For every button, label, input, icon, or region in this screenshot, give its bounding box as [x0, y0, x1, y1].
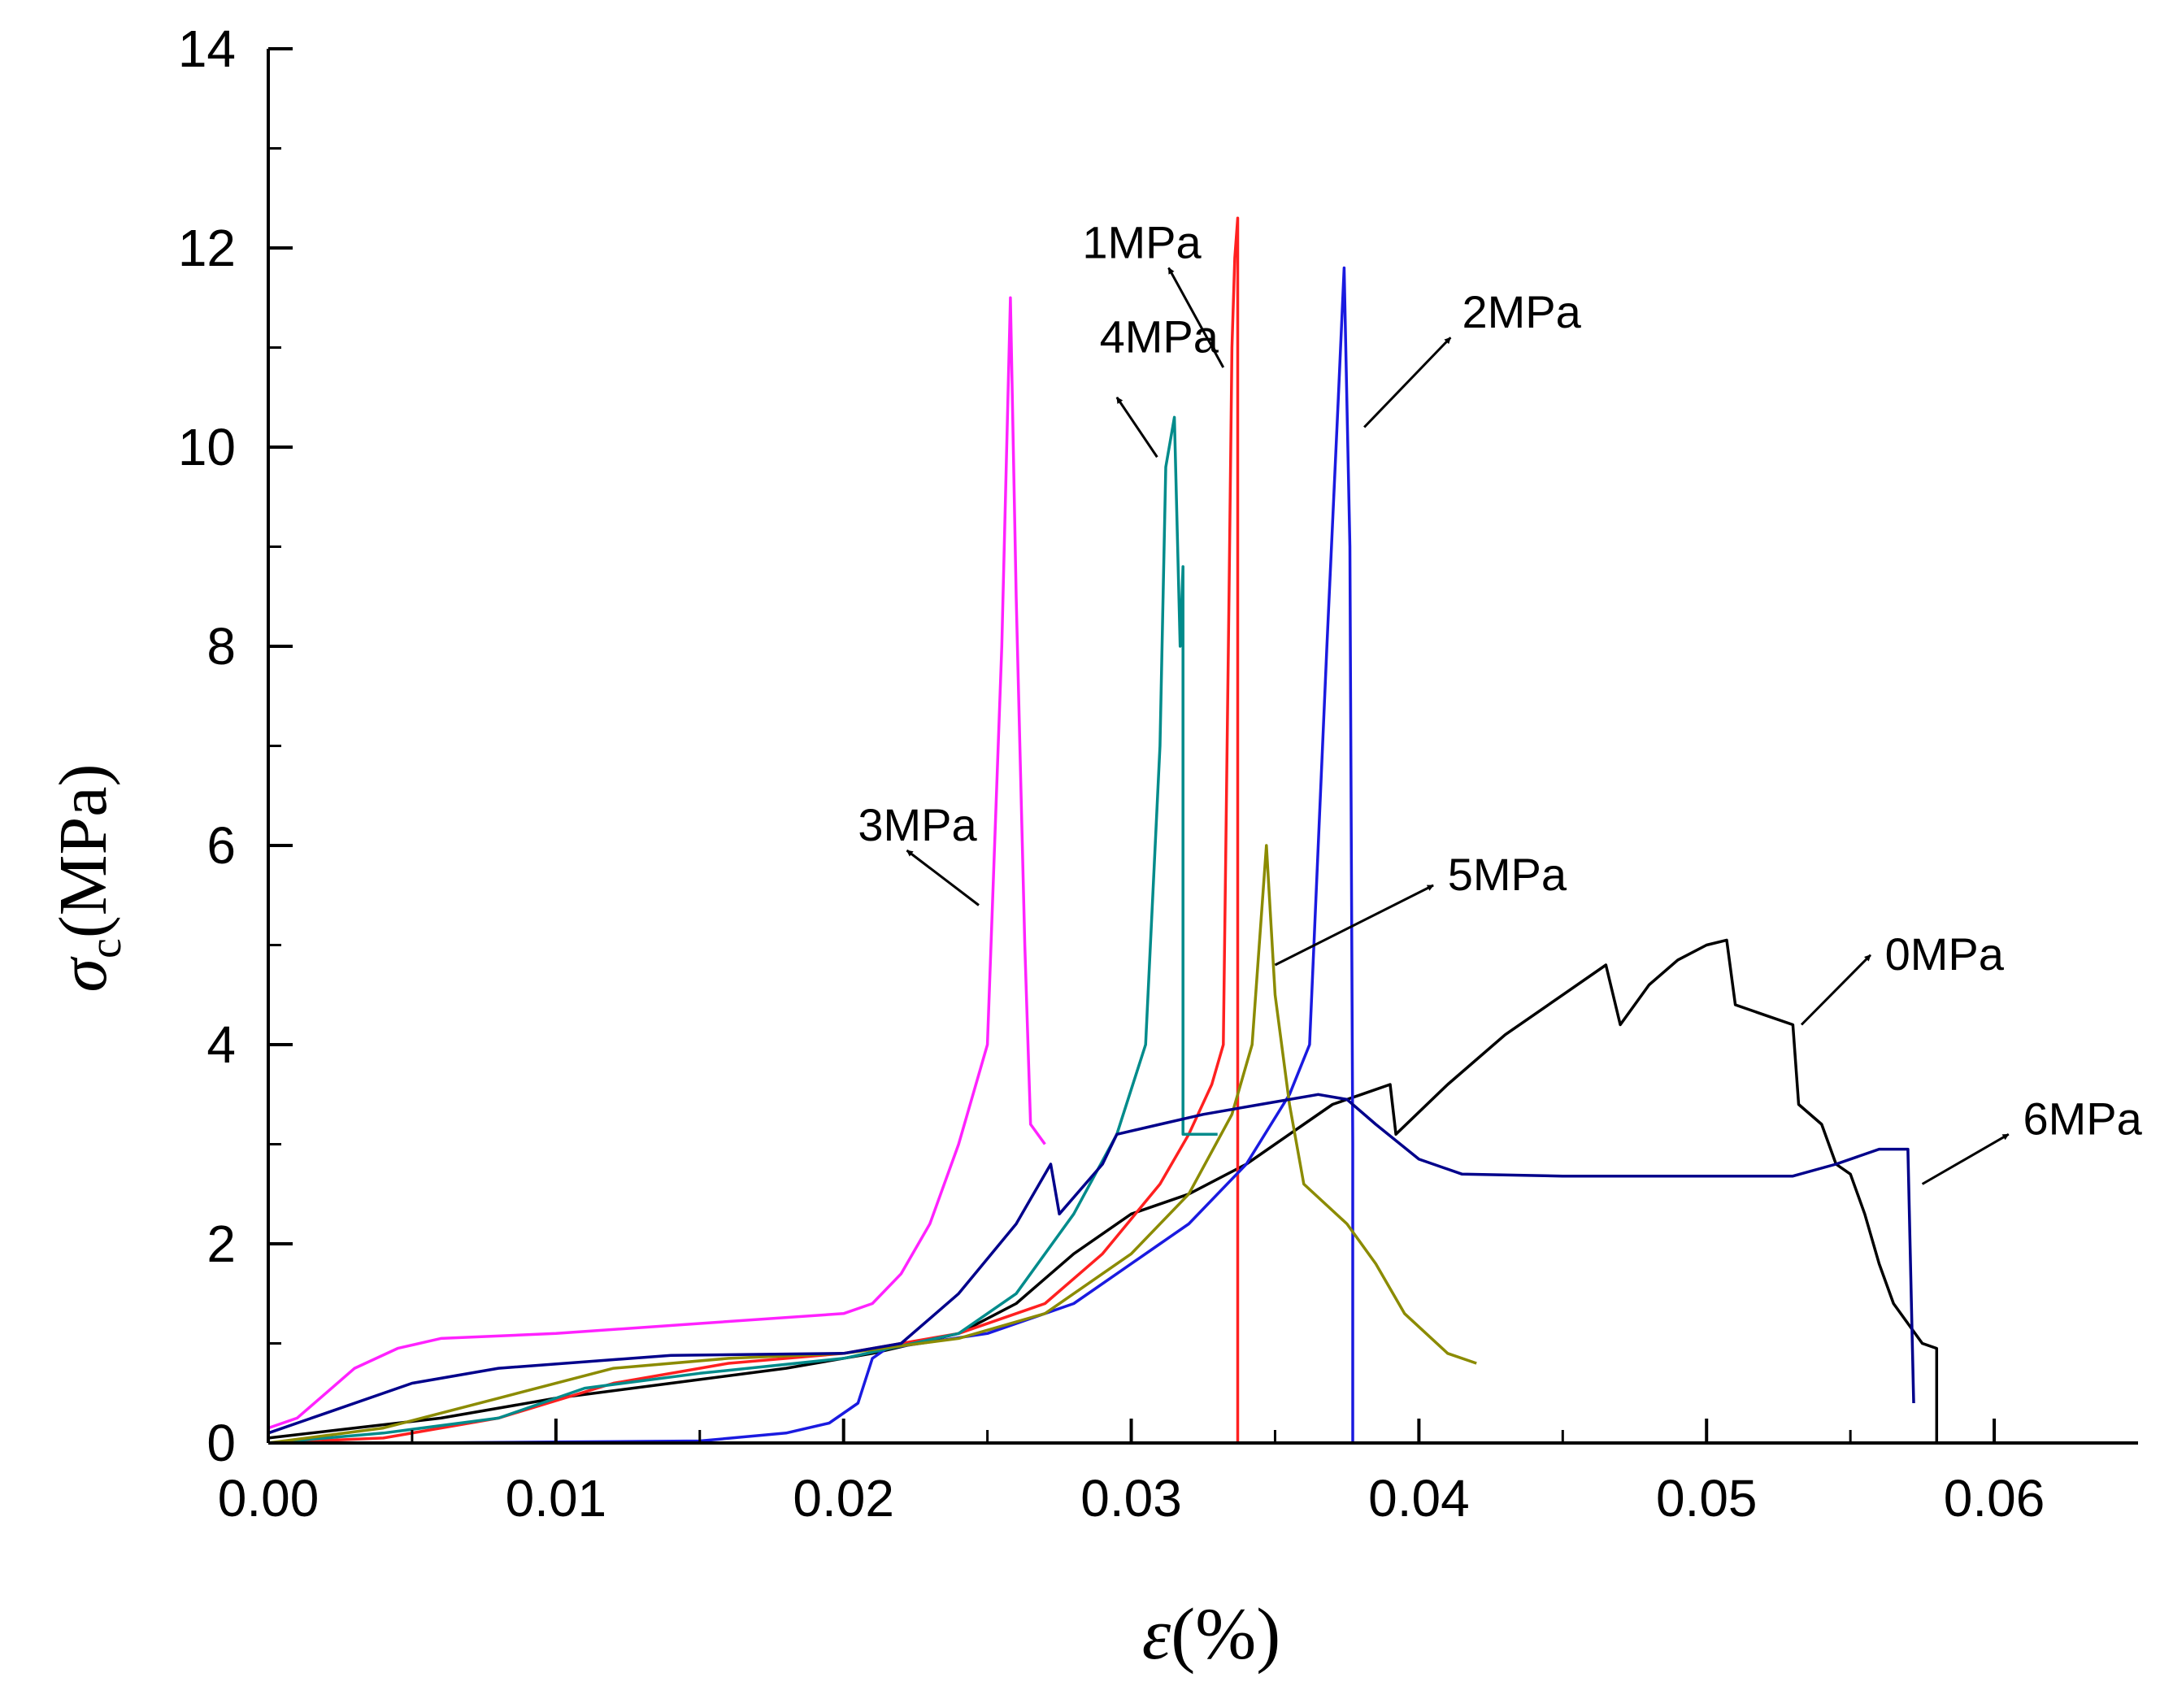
series-label-4mpa: 4MPa [1100, 311, 1219, 363]
x-tick-label: 0.03 [1080, 1469, 1182, 1528]
annotation-arrow-3mpa [906, 849, 980, 906]
series-line-4mpa [267, 415, 1218, 1445]
annotation-arrow-0mpa [1800, 954, 1871, 1026]
series-line-2mpa [268, 266, 1354, 1445]
x-tick-label: 0.05 [1656, 1469, 1758, 1528]
annotation-arrow-6mpa [1921, 1132, 2010, 1185]
y-tick-label: 14 [178, 20, 236, 78]
x-tick-label: 0.01 [506, 1469, 607, 1528]
y-axis-title: σc(MPa) [46, 764, 131, 993]
x-tick-label: 0.02 [793, 1469, 894, 1528]
y-axis-subscript: c [80, 938, 131, 958]
tick-labels: 0.00 0.01 0.02 0.03 0.04 0.05 0.06 0 2 4 6 8 10 12 14 [178, 20, 2045, 1528]
series-layer [267, 216, 1939, 1445]
x-tick-label: 0.06 [1944, 1469, 2045, 1528]
y-tick-label: 12 [178, 219, 236, 277]
series-label-5mpa: 5MPa [1448, 849, 1567, 900]
x-axis-symbol: ε [1142, 1594, 1171, 1675]
y-tick-label: 8 [206, 617, 236, 676]
annotation-arrow-1mpa [1167, 267, 1225, 368]
series-line-6mpa [267, 1093, 1915, 1435]
y-tick-label: 6 [206, 816, 236, 875]
annotation-arrow-4mpa [1115, 396, 1158, 459]
series-line-5mpa [267, 844, 1477, 1445]
y-tick-label: 10 [178, 418, 236, 476]
x-tick-label: 0.00 [218, 1469, 319, 1528]
y-tick-label: 2 [206, 1215, 236, 1273]
y-tick-label: 4 [206, 1015, 236, 1074]
series-label-0mpa: 0MPa [1885, 928, 2005, 980]
y-tick-label: 0 [206, 1414, 236, 1472]
x-axis-unit: (%) [1171, 1594, 1280, 1675]
series-label-2mpa: 2MPa [1462, 286, 1581, 337]
y-axis-unit: (MPa) [46, 764, 121, 939]
svg-text:σc(MPa): σc(MPa) [46, 764, 131, 993]
series-line-1mpa [267, 216, 1240, 1445]
series-label-6mpa: 6MPa [2023, 1093, 2142, 1144]
annotation-arrow-2mpa [1363, 337, 1452, 428]
y-axis-symbol: σ [46, 955, 121, 992]
axes [267, 47, 2138, 1445]
annotation-arrow-5mpa [1274, 884, 1434, 967]
series-label-1mpa: 1MPa [1082, 216, 1202, 267]
series-line-3mpa [267, 296, 1046, 1430]
annotation-layer: 3MPa 4MPa 1MPa 2MPa 5MPa 0MPa 6MPa [858, 216, 2143, 1185]
series-label-3mpa: 3MPa [858, 799, 977, 850]
x-axis-title: ε(%) [1142, 1594, 1280, 1675]
x-tick-label: 0.04 [1368, 1469, 1470, 1528]
